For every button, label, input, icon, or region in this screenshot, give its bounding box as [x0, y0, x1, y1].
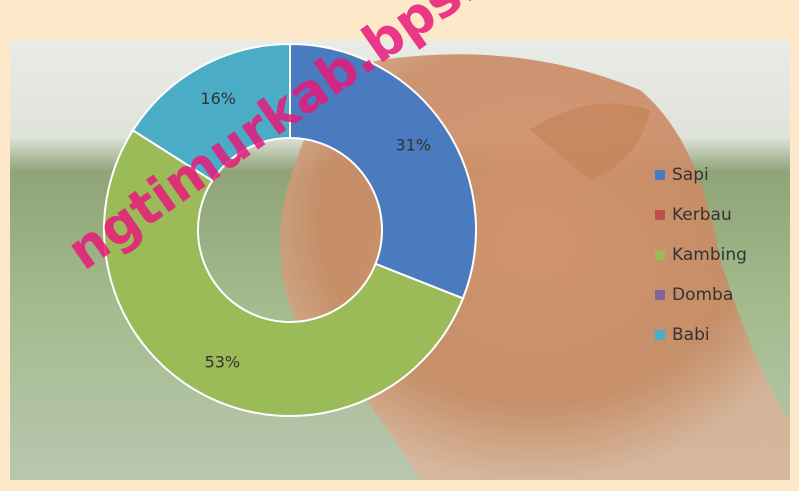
legend-swatch — [655, 250, 665, 260]
donut-slice — [289, 42, 477, 300]
legend-swatch — [655, 290, 665, 300]
legend-label: Babi — [672, 325, 710, 345]
data-label: 31% — [395, 136, 431, 155]
donut-slice — [103, 128, 465, 417]
legend-swatch — [655, 330, 665, 340]
donut-slice — [131, 42, 291, 183]
data-label: 16% — [200, 89, 236, 108]
data-label: 53% — [205, 352, 241, 371]
legend-label: Kambing — [672, 245, 747, 265]
legend-swatch — [655, 210, 665, 220]
legend-label: Kerbau — [672, 205, 732, 225]
legend-label: Sapi — [672, 165, 709, 185]
legend-swatch — [655, 170, 665, 180]
legend-label: Domba — [672, 285, 733, 305]
photo-cow-ear — [530, 103, 650, 180]
